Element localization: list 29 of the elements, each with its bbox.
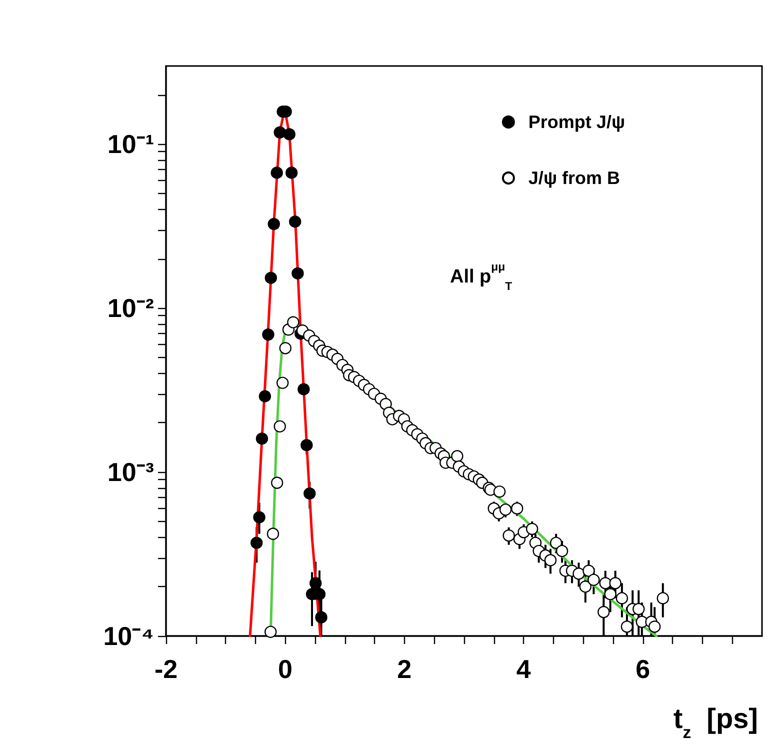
- point: [289, 216, 302, 228]
- point: [285, 166, 298, 179]
- point: [253, 511, 266, 524]
- point: [250, 536, 263, 549]
- x-tick-label: 2: [397, 654, 412, 684]
- point: [258, 390, 272, 402]
- x-tick-label: 0: [278, 654, 292, 684]
- x-tick-label: -2: [154, 654, 178, 684]
- y-tick-label: 10⁻¹: [107, 129, 154, 160]
- x-tick-label: 6: [636, 654, 650, 684]
- point: [300, 439, 313, 452]
- x-tick-label: 4: [516, 654, 532, 684]
- point: [298, 383, 310, 396]
- point: [274, 126, 286, 139]
- legend-label: J/ψ from B: [528, 168, 620, 188]
- legend-label: Prompt J/ψ: [528, 112, 626, 132]
- point: [310, 577, 322, 590]
- point: [304, 487, 316, 500]
- point: [256, 432, 268, 445]
- y-tick-label: 10⁻²: [107, 293, 154, 324]
- point: [292, 267, 304, 280]
- point: [270, 166, 283, 179]
- point: [268, 218, 280, 230]
- point: [262, 328, 274, 341]
- y-tick-label: 10⁻³: [107, 457, 154, 488]
- y-tick-label: 10⁻⁴: [103, 621, 154, 651]
- point: [315, 611, 328, 624]
- point: [264, 272, 277, 284]
- point: [283, 128, 296, 140]
